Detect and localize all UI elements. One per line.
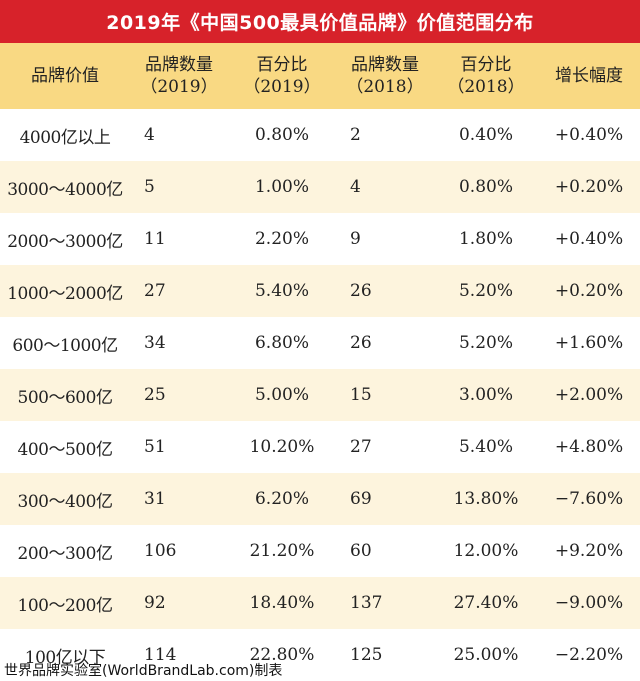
cell-count-2018: 26 [350,281,372,301]
cell-pct-2019: 2.20% [254,229,309,249]
cell-count-2019: 25 [144,385,166,405]
cell-count-2019: 92 [144,593,166,613]
brand-value-table: 品牌价值 品牌数量 （2019） 百分比 （2019） 品牌数量 （2018） 百分比… [0,43,640,681]
cell-growth: +0.20% [554,281,624,301]
cell-growth: −2.20% [554,645,624,665]
table-row: 4000亿以上 4 0.80% 2 0.40% +0.40% [0,109,640,161]
table-row: 100亿以下 114 22.80% 125 25.00% −2.20% [0,629,640,681]
cell-count-2019: 5 [144,177,155,197]
table-row: 600～1000亿 34 6.80% 26 5.20% +1.60% [0,317,640,369]
cell-pct-2018: 0.40% [458,125,513,145]
header-brand-value: 品牌价值 [31,66,99,86]
cell-pct-2019: 5.40% [254,281,309,301]
cell-brand-value: 3000～4000亿 [7,179,123,200]
cell-pct-2019: 1.00% [254,177,309,197]
cell-growth: +4.80% [554,437,624,457]
cell-pct-2018: 12.00% [453,541,519,561]
cell-growth: +0.40% [554,125,624,145]
cell-brand-value: 300～400亿 [17,491,113,512]
cell-count-2018: 60 [350,541,372,561]
cell-count-2019: 4 [144,125,155,145]
cell-pct-2018: 5.20% [458,281,513,301]
cell-pct-2019: 6.20% [254,489,309,509]
cell-count-2018: 9 [350,229,361,249]
cell-pct-2018: 25.00% [453,645,519,665]
cell-growth: +2.00% [554,385,624,405]
cell-pct-2018: 5.40% [458,437,513,457]
cell-brand-value: 200～300亿 [17,543,113,564]
cell-pct-2018: 0.80% [458,177,513,197]
table-row: 1000～2000亿 27 5.40% 26 5.20% +0.20% [0,265,640,317]
cell-count-2018: 2 [350,125,361,145]
cell-brand-value: 1000～2000亿 [7,283,123,304]
cell-growth: +1.60% [554,333,624,353]
table-row: 200～300亿 106 21.20% 60 12.00% +9.20% [0,525,640,577]
cell-count-2018: 69 [350,489,372,509]
cell-pct-2019: 22.80% [249,645,315,665]
cell-count-2019: 51 [144,437,166,457]
cell-brand-value: 2000～3000亿 [7,231,123,252]
cell-pct-2018: 3.00% [458,385,513,405]
table-row: 400～500亿 51 10.20% 27 5.40% +4.80% [0,421,640,473]
table-row: 500～600亿 25 5.00% 15 3.00% +2.00% [0,369,640,421]
cell-pct-2019: 18.40% [249,593,315,613]
cell-growth: +0.40% [554,229,624,249]
cell-growth: −7.60% [554,489,624,509]
cell-count-2019: 11 [144,229,166,249]
cell-brand-value: 100亿以下 [24,647,106,668]
cell-count-2019: 31 [144,489,166,509]
cell-growth: −9.00% [554,593,624,613]
cell-growth: +0.20% [554,177,624,197]
cell-count-2019: 106 [144,541,177,561]
cell-count-2019: 114 [144,645,177,665]
cell-count-2019: 34 [144,333,166,353]
cell-brand-value: 100～200亿 [17,595,113,616]
cell-pct-2019: 0.80% [254,125,309,145]
cell-pct-2018: 27.40% [453,593,519,613]
cell-pct-2019: 6.80% [254,333,309,353]
table-header-row: 品牌价值 品牌数量 （2019） 百分比 （2019） 品牌数量 （2018） 百分比… [0,43,640,109]
cell-brand-value: 600～1000亿 [12,335,118,356]
cell-pct-2018: 1.80% [458,229,513,249]
table-row: 100～200亿 92 18.40% 137 27.40% −9.00% [0,577,640,629]
cell-brand-value: 4000亿以上 [19,127,111,148]
cell-pct-2019: 5.00% [254,385,309,405]
cell-count-2018: 125 [350,645,383,665]
cell-pct-2018: 5.20% [458,333,513,353]
table-row: 2000～3000亿 11 2.20% 9 1.80% +0.40% [0,213,640,265]
table-title: 2019年《中国500最具价值品牌》价值范围分布 [0,0,640,43]
cell-count-2018: 4 [350,177,361,197]
cell-count-2018: 26 [350,333,372,353]
cell-pct-2019: 10.20% [249,437,315,457]
cell-brand-value: 400～500亿 [17,439,113,460]
cell-count-2018: 137 [350,593,383,613]
source-credit: 世界品牌实验室(WorldBrandLab.com)制表 [4,663,283,679]
table-row: 300～400亿 31 6.20% 69 13.80% −7.60% [0,473,640,525]
cell-pct-2019: 21.20% [249,541,315,561]
table-row: 3000～4000亿 5 1.00% 4 0.80% +0.20% [0,161,640,213]
header-pct-2018: 百分比 （2018） [447,55,525,97]
cell-count-2018: 15 [350,385,372,405]
cell-pct-2018: 13.80% [453,489,519,509]
header-growth: 增长幅度 [555,66,623,86]
cell-growth: +9.20% [554,541,624,561]
header-pct-2019: 百分比 （2019） [243,55,321,97]
cell-count-2019: 27 [144,281,166,301]
header-count-2019: 品牌数量 （2019） [140,55,218,97]
header-count-2018: 品牌数量 （2018） [346,55,424,97]
cell-count-2018: 27 [350,437,372,457]
cell-brand-value: 500～600亿 [17,387,113,408]
